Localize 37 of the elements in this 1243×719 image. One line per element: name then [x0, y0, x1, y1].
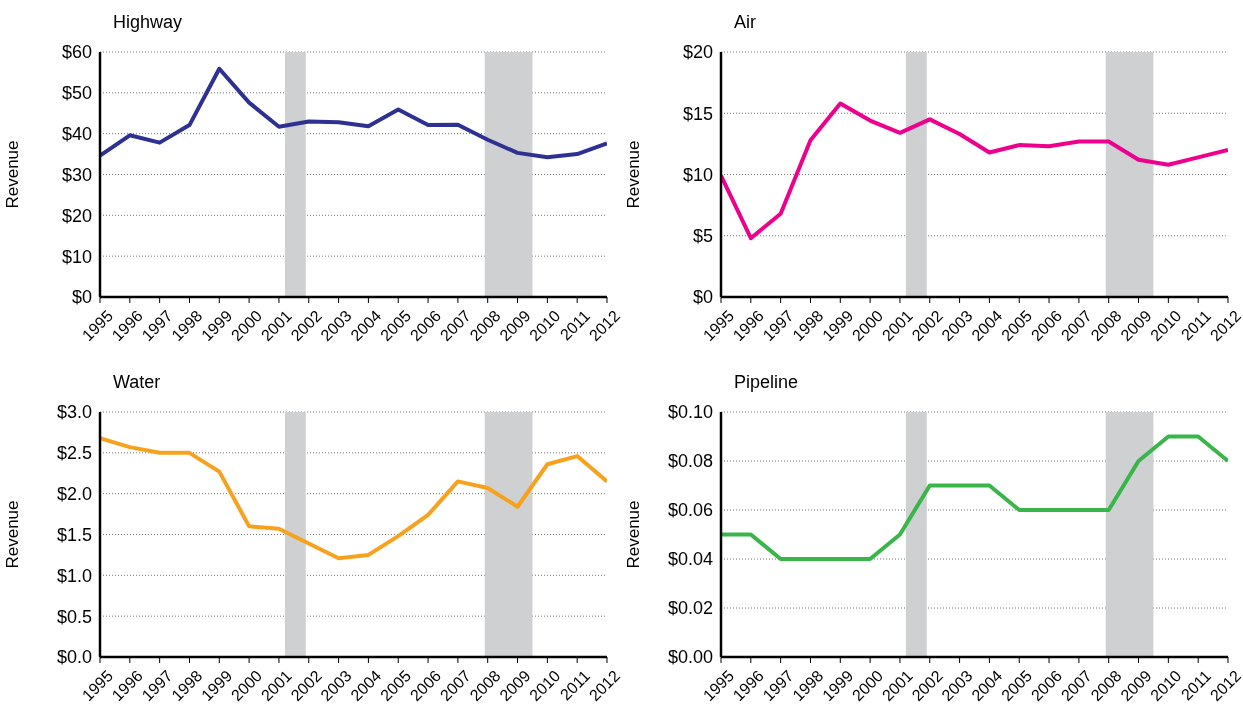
y-tick-label: $50 — [61, 83, 92, 104]
y-axis-title: Revenue — [3, 140, 23, 209]
line-series — [721, 434, 1228, 561]
y-tick-label: $10 — [682, 164, 713, 185]
line-series — [100, 66, 607, 160]
y-tick-label: $0 — [71, 287, 92, 308]
y-tick-label: $0.02 — [667, 598, 713, 619]
y-tick-label: $3.0 — [56, 402, 92, 423]
y-axis-title: Revenue — [3, 500, 23, 569]
y-tick-label: $2.0 — [56, 484, 92, 505]
chart-title: Highway — [113, 12, 183, 33]
y-axis-title: Revenue — [624, 140, 644, 209]
y-tick-label: $0.06 — [667, 500, 713, 521]
y-axis-title: Revenue — [624, 500, 644, 569]
y-tick-label: $10 — [61, 246, 92, 267]
y-tick-label: $0 — [692, 287, 713, 308]
y-tick-label: $1.5 — [56, 524, 92, 545]
y-tick-label: $0.08 — [667, 451, 713, 472]
line-series — [100, 436, 607, 561]
y-tick-label: $20 — [682, 42, 713, 63]
y-tick-label: $0.00 — [667, 647, 713, 668]
y-tick-label: $0.04 — [667, 549, 713, 570]
y-tick-label: $30 — [61, 164, 92, 185]
chart-title: Air — [734, 12, 756, 33]
line-series — [721, 101, 1228, 241]
y-tick-label: $60 — [61, 42, 92, 63]
y-tick-label: $5 — [692, 226, 713, 247]
y-tick-label: $15 — [682, 103, 713, 124]
chart-title: Water — [113, 372, 161, 393]
y-tick-label: $0.10 — [667, 402, 713, 423]
y-tick-label: $0.5 — [56, 606, 92, 627]
chart-title: Pipeline — [734, 372, 799, 393]
y-tick-label: $1.0 — [56, 565, 92, 586]
y-tick-label: $20 — [61, 205, 92, 226]
y-tick-label: $2.5 — [56, 443, 92, 464]
y-tick-label: $0.0 — [56, 647, 92, 668]
y-tick-label: $40 — [61, 124, 92, 145]
